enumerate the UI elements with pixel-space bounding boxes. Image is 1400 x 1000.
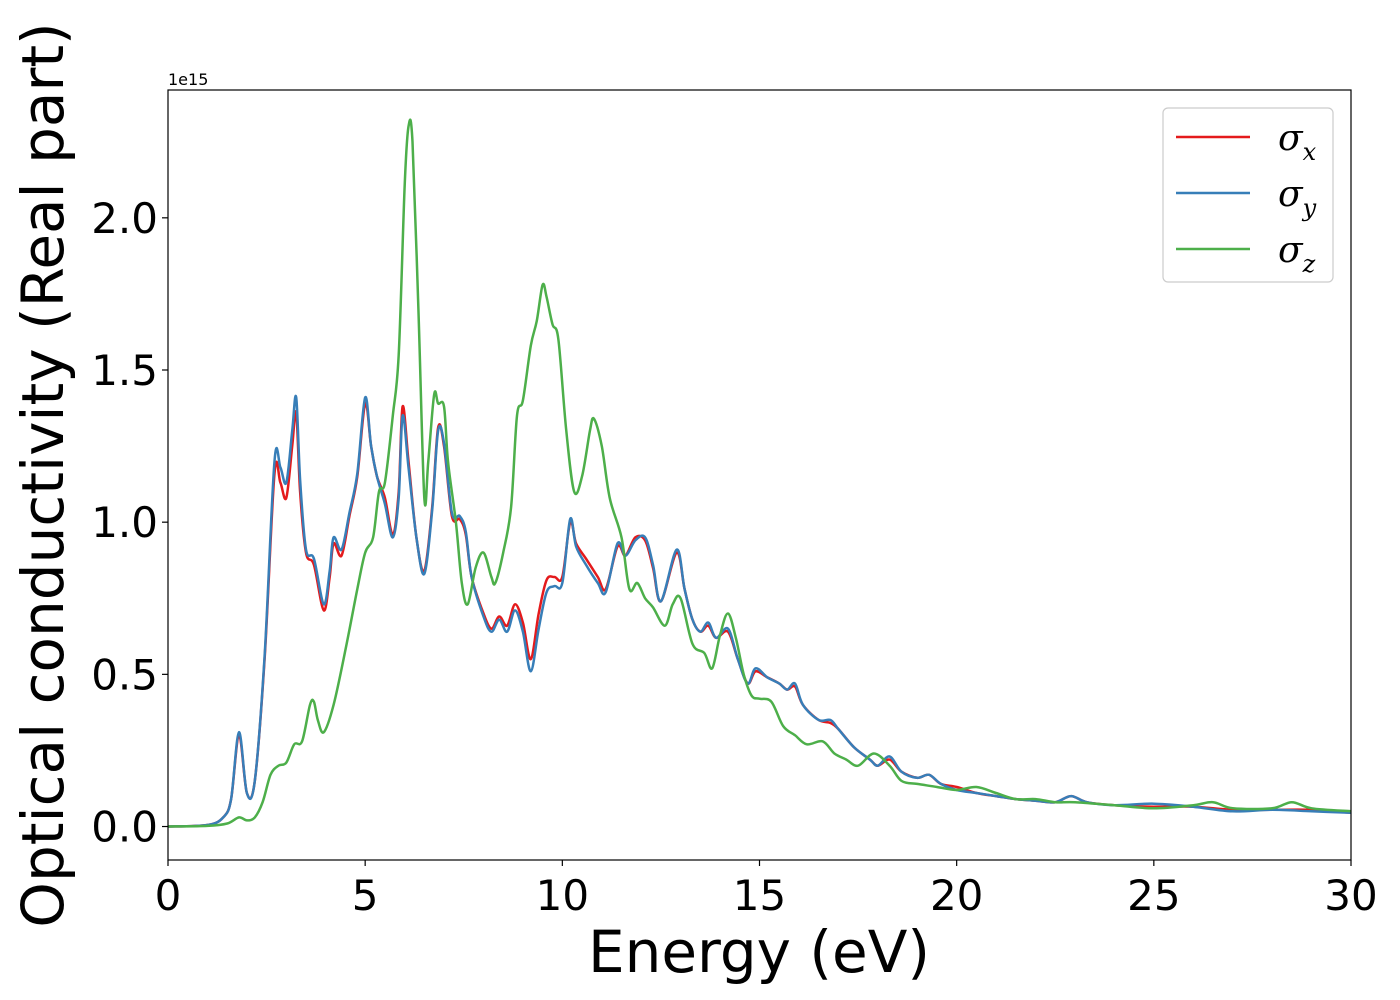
y-tick-label: 0.0 bbox=[91, 803, 158, 852]
y-tick-label: 0.5 bbox=[91, 650, 158, 699]
y-offset-text: 1e15 bbox=[168, 70, 208, 89]
x-tick-label: 25 bbox=[1127, 871, 1180, 920]
legend-box bbox=[1162, 107, 1334, 283]
series-layer bbox=[167, 118, 1352, 828]
y-tick-label: 1.0 bbox=[91, 498, 158, 547]
x-tick-label: 30 bbox=[1324, 871, 1377, 920]
x-tick-label: 20 bbox=[930, 871, 983, 920]
y-tick-label: 1.5 bbox=[91, 346, 158, 395]
y-axis-title: Optical conductivity (Real part) bbox=[9, 22, 77, 927]
series-line-y bbox=[167, 394, 1352, 828]
x-axis-title: Energy (eV) bbox=[588, 918, 930, 986]
x-tick-label: 15 bbox=[733, 871, 786, 920]
legend-label-x: σx bbox=[1278, 118, 1317, 166]
y-tick-label: 2.0 bbox=[91, 194, 158, 243]
x-tick-label: 10 bbox=[536, 871, 589, 920]
series-line-z bbox=[167, 118, 1352, 828]
x-axis-ticks: 0 5 10 15 20 25 30 bbox=[155, 860, 1378, 920]
x-tick-label: 0 bbox=[155, 871, 182, 920]
y-axis-ticks: 0.0 0.5 1.0 1.5 2.0 bbox=[91, 194, 168, 852]
x-tick-label: 5 bbox=[352, 871, 379, 920]
